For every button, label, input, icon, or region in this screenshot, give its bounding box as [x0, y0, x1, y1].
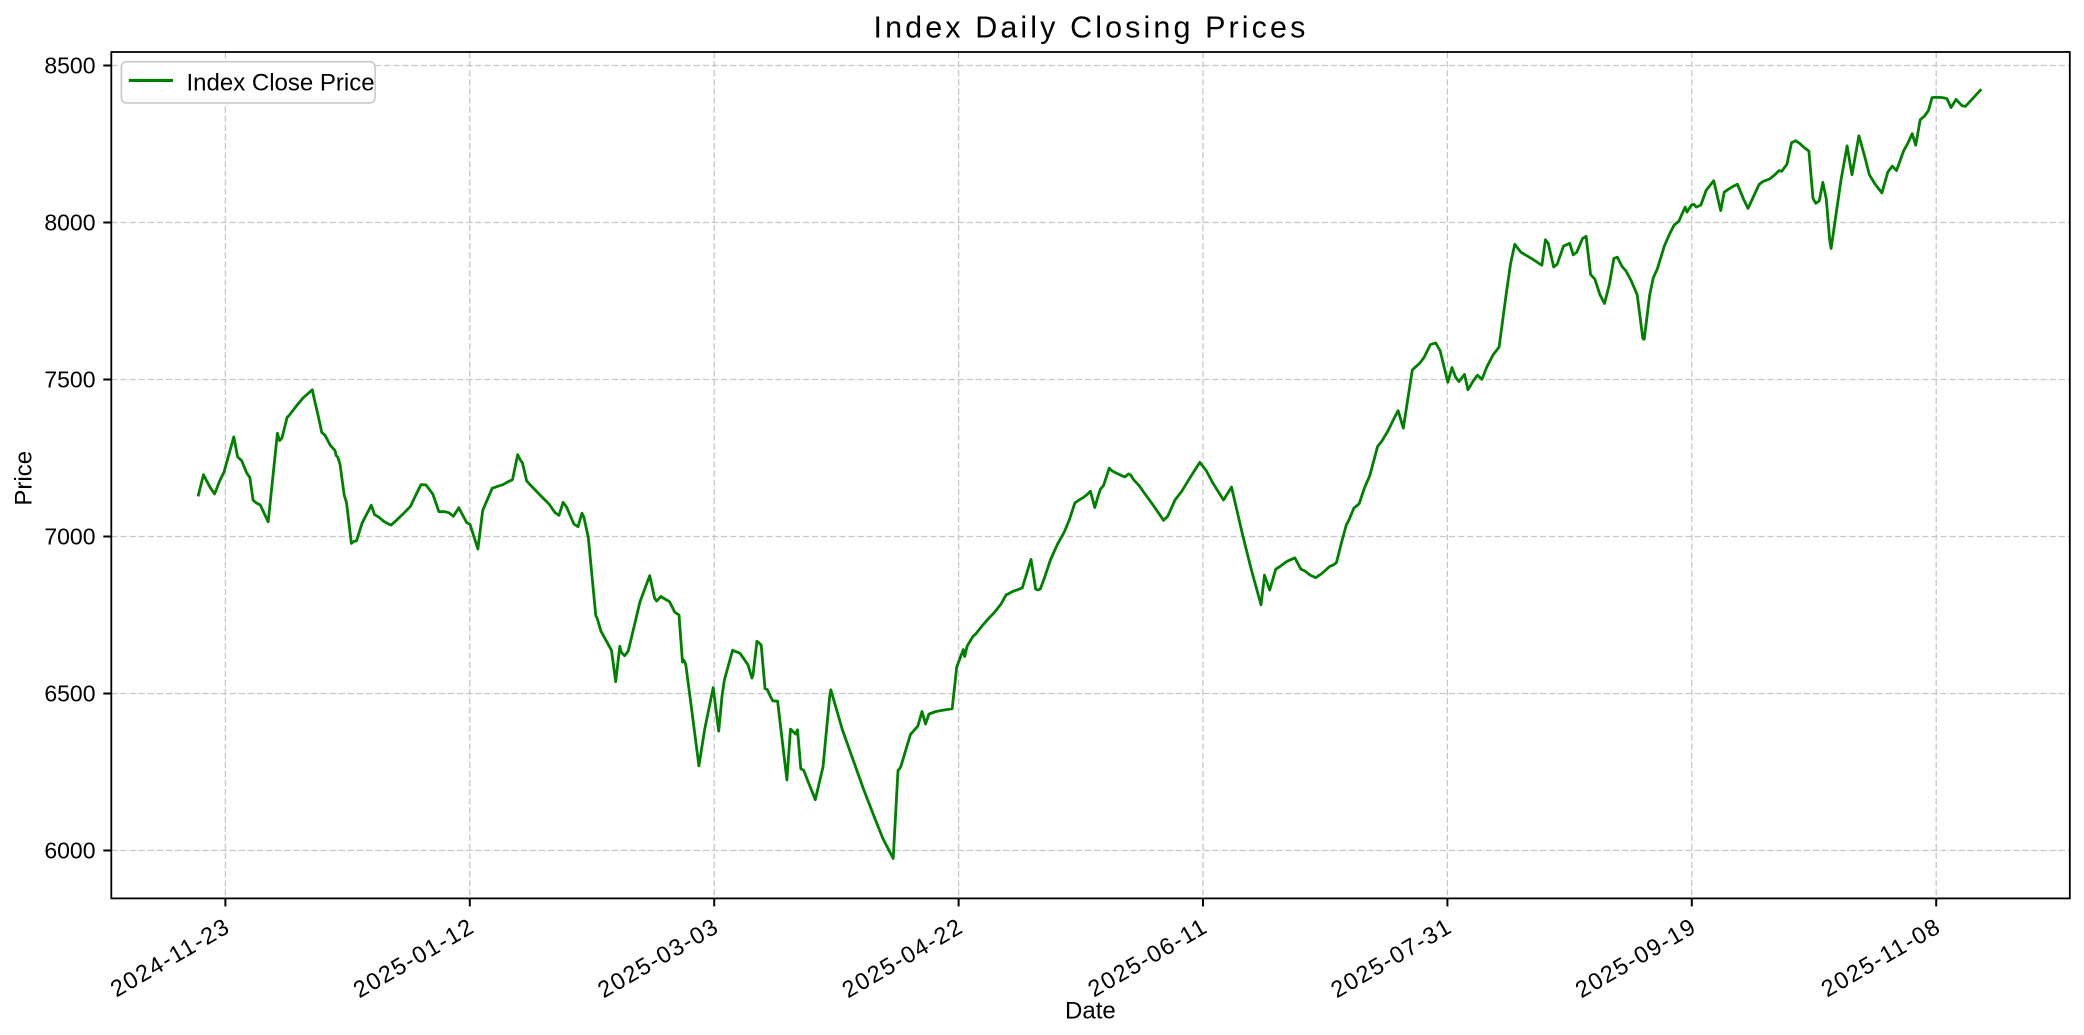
svg-text:6000: 6000 [44, 838, 95, 864]
svg-text:Index Close Price: Index Close Price [187, 70, 375, 97]
svg-text:Date: Date [1065, 997, 1116, 1024]
svg-text:8500: 8500 [44, 53, 95, 79]
svg-text:Price: Price [11, 451, 38, 506]
svg-text:8000: 8000 [44, 210, 95, 236]
svg-text:7500: 7500 [44, 367, 95, 393]
svg-text:Index Daily Closing Prices: Index Daily Closing Prices [874, 11, 1309, 45]
svg-text:6500: 6500 [44, 681, 95, 707]
svg-text:7000: 7000 [44, 524, 95, 550]
